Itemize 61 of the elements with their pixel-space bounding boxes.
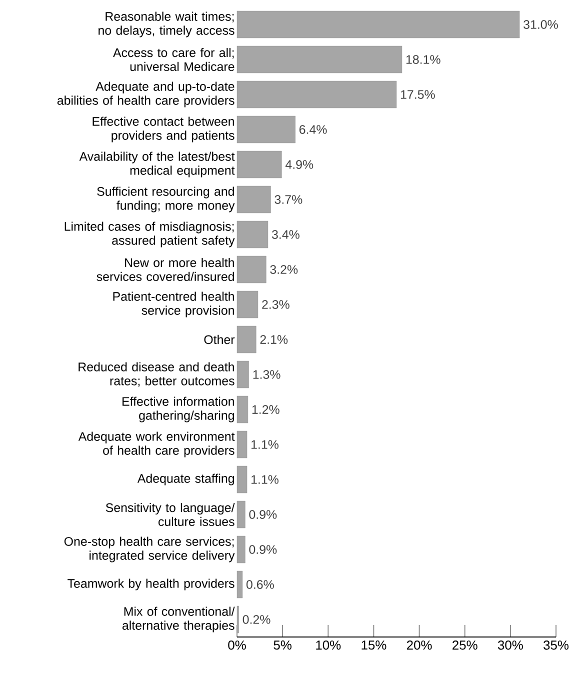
y-tick-label: Adequate and up-to-date abilities of health care providers [57, 82, 234, 108]
data-label: 1.3% [253, 370, 280, 379]
bar [236, 186, 271, 214]
y-tick-label: Effective information gathering/sharing [122, 396, 234, 422]
x-tick-label: 25% [452, 640, 478, 650]
y-tick-label: Other [204, 334, 235, 344]
y-tick-label: Sufficient resourcing and funding; more money [97, 186, 235, 212]
y-tick-label: Availability of the latest/best medical equipment [79, 152, 235, 178]
y-tick-label: New or more health services covered/insured [96, 258, 234, 282]
data-label: 1.1% [252, 440, 278, 449]
data-label: 17.5% [400, 90, 435, 99]
bar [236, 396, 248, 424]
data-label: 1.2% [252, 405, 280, 414]
x-tick-label: 5% [274, 640, 292, 650]
x-tick-label: 30% [498, 640, 523, 650]
bar [236, 500, 246, 528]
data-label: 0.2% [242, 615, 270, 624]
bar [236, 570, 243, 598]
y-tick-label: Adequate staffing [137, 474, 234, 486]
y-tick-label: Mix of conventional/ alternative therapies [122, 606, 235, 632]
y-tick-label: Reduced disease and death rates; better outcomes [78, 362, 234, 387]
data-label: 1.1% [252, 475, 278, 484]
data-label: 2.3% [262, 300, 290, 309]
bar [236, 290, 258, 318]
data-label: 0.9% [249, 545, 277, 554]
bar [236, 326, 256, 354]
y-tick-label: One-stop health care services; integrated service delivery [64, 536, 235, 562]
y-tick-label: Reasonable wait times; no delays, timely access [98, 12, 234, 38]
x-tick-label: 35% [544, 640, 569, 650]
y-tick-label: Limited cases of misdiagnosis; assured patient safety [64, 222, 235, 248]
data-label: 4.9% [285, 160, 314, 169]
data-label: 0.9% [249, 510, 277, 519]
data-label: 3.4% [272, 230, 300, 239]
bar [236, 80, 397, 108]
y-tick-label: Teamwork by health providers [68, 578, 234, 590]
bar [236, 10, 520, 38]
bar [236, 466, 248, 494]
bar [236, 150, 282, 178]
data-label: 3.2% [270, 265, 298, 274]
data-label: 3.7% [274, 195, 302, 204]
y-tick-label: Patient-centred health service provision [113, 292, 234, 318]
data-label: 0.6% [246, 580, 274, 589]
x-tick-label: 10% [316, 640, 341, 650]
data-label: 6.4% [299, 125, 327, 134]
y-tick-label: Adequate work environment of health care providers [78, 432, 235, 458]
y-tick-label: Sensitivity to language/ culture issues [106, 502, 235, 526]
y-tick-label: Effective contact between providers and patients [92, 116, 234, 142]
data-label: 18.1% [406, 55, 440, 64]
bar [236, 430, 248, 458]
y-tick-label: Access to care for all; universal Medicare [113, 48, 234, 72]
x-tick-label: 20% [406, 640, 432, 650]
bar [236, 360, 249, 388]
data-label: 2.1% [260, 335, 288, 344]
bar [236, 536, 246, 564]
bar [236, 220, 268, 248]
bar [236, 116, 296, 144]
bar [236, 256, 266, 284]
bar [236, 46, 402, 74]
x-tick-label: 0% [228, 640, 246, 650]
data-label: 31.0% [524, 20, 558, 29]
x-tick-label: 15% [362, 640, 386, 650]
